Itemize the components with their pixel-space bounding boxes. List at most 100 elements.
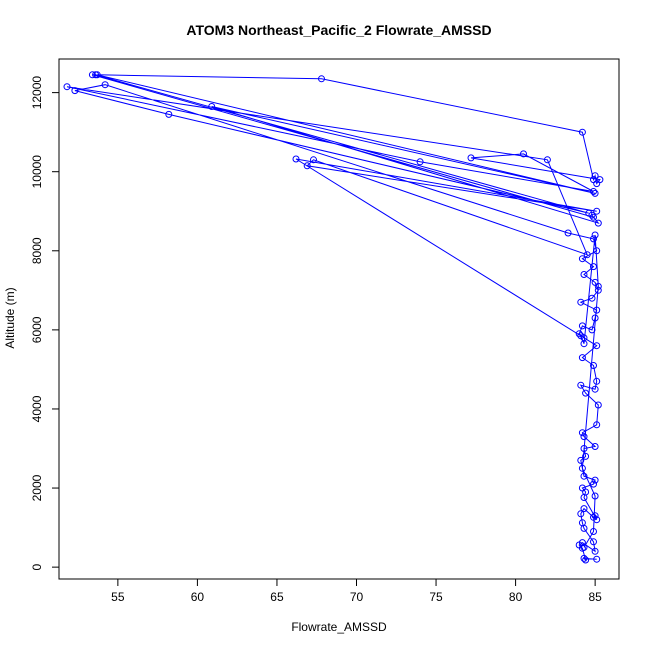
data-point: [578, 322, 586, 330]
data-point: [580, 472, 588, 480]
data-point: [593, 555, 601, 563]
data-point: [583, 251, 591, 259]
x-tick-label: 75: [429, 590, 443, 604]
data-point: [594, 286, 602, 294]
data-point: [590, 480, 597, 488]
data-point: [165, 110, 173, 118]
y-tick-label: 2000: [30, 474, 44, 501]
data-point: [578, 429, 586, 437]
data-point: [596, 176, 604, 184]
chart-title: ATOM3 Northeast_Pacific_2 Flowrate_AMSSD: [186, 22, 491, 38]
data-point: [578, 128, 586, 136]
data-point: [208, 103, 216, 110]
data-point: [580, 340, 588, 348]
y-tick-label: 4000: [30, 395, 44, 422]
y-tick-label: 0: [30, 563, 44, 570]
data-point: [591, 512, 599, 520]
data-point: [578, 539, 586, 547]
data-point: [591, 476, 599, 484]
x-tick-label: 65: [270, 590, 284, 604]
data-point: [582, 556, 590, 564]
x-tick-label: 70: [350, 590, 364, 604]
data-point: [590, 528, 597, 535]
data-point: [580, 433, 588, 441]
data-point: [292, 155, 300, 163]
data-point: [590, 538, 597, 546]
series-line: [66, 74, 601, 562]
data-point: [588, 294, 596, 302]
data-point: [580, 271, 588, 278]
x-tick-label: 85: [588, 590, 602, 604]
data-point: [578, 464, 586, 472]
data-point: [593, 207, 601, 215]
data-point: [593, 377, 601, 385]
data-point: [588, 326, 596, 334]
data-point: [591, 443, 599, 450]
data-point: [590, 362, 597, 369]
data-point: [594, 219, 602, 227]
data-point: [590, 188, 597, 195]
data-point: [318, 75, 325, 83]
plot-frame: [58, 58, 620, 580]
data-point: [593, 306, 601, 314]
series-layer: [63, 71, 604, 564]
data-point: [578, 519, 586, 527]
data-point: [593, 247, 601, 255]
data-point: [591, 492, 599, 500]
y-axis: 0 2000 4000 6000 8000 10000 12000: [30, 76, 60, 570]
data-point: [88, 71, 96, 79]
data-point: [582, 389, 590, 397]
data-point: [416, 158, 424, 166]
data-point: [593, 516, 601, 524]
data-point: [578, 354, 586, 362]
data-point: [591, 231, 599, 239]
data-point: [577, 381, 585, 389]
data-point: [580, 543, 588, 551]
data-point: [590, 213, 597, 221]
data-point: [467, 154, 475, 162]
x-tick-label: 80: [509, 590, 523, 604]
y-tick-label: 10000: [30, 155, 44, 189]
data-point: [577, 298, 585, 306]
y-tick-label: 12000: [30, 76, 44, 110]
data-point: [578, 484, 586, 492]
data-point: [93, 71, 101, 79]
data-point: [582, 452, 590, 460]
data-point: [577, 510, 585, 518]
y-tick-label: 6000: [30, 316, 44, 343]
data-point: [580, 554, 588, 562]
data-point: [520, 150, 527, 158]
data-point: [71, 87, 79, 95]
data-point: [591, 547, 599, 555]
data-point: [303, 162, 311, 170]
data-point: [578, 255, 586, 263]
data-point: [590, 235, 597, 243]
y-tick-label: 8000: [30, 237, 44, 264]
data-point: [63, 83, 71, 91]
data-point: [591, 314, 599, 322]
data-point: [591, 189, 599, 197]
data-point: [101, 81, 109, 89]
data-point: [591, 385, 599, 393]
data-point: [593, 421, 601, 429]
data-point: [580, 445, 588, 452]
y-axis-label: Altitude (m): [3, 287, 17, 348]
data-point: [593, 342, 601, 350]
data-point: [591, 172, 599, 180]
data-point: [577, 332, 585, 340]
data-point: [310, 156, 317, 164]
data-point: [564, 229, 572, 237]
x-axis-label: Flowrate_AMSSD: [291, 620, 387, 634]
data-point: [590, 263, 597, 271]
data-point: [543, 156, 551, 164]
data-point: [594, 282, 602, 290]
data-point: [588, 211, 596, 219]
data-point: [594, 401, 602, 409]
x-axis: 55 60 65 70 75 80 85: [111, 578, 602, 604]
x-tick-label: 60: [191, 590, 205, 604]
x-tick-label: 55: [111, 590, 125, 604]
data-point: [580, 505, 588, 513]
data-point: [575, 330, 583, 338]
data-point: [577, 456, 585, 464]
